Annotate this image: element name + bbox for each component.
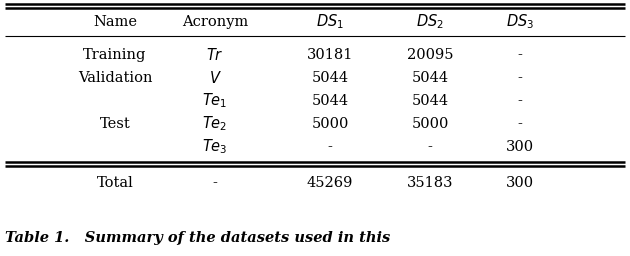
Text: Table 1.   Summary of the datasets used in this: Table 1. Summary of the datasets used in…	[5, 231, 390, 245]
Text: $Te_2$: $Te_2$	[202, 115, 227, 133]
Text: 5044: 5044	[311, 71, 348, 85]
Text: 5044: 5044	[411, 94, 449, 108]
Text: -: -	[212, 176, 217, 190]
Text: -: -	[518, 71, 522, 85]
Text: 5000: 5000	[411, 117, 449, 131]
Text: 5044: 5044	[311, 94, 348, 108]
Text: 30181: 30181	[307, 48, 353, 62]
Text: Validation: Validation	[77, 71, 152, 85]
Text: -: -	[518, 94, 522, 108]
Text: 300: 300	[506, 140, 534, 154]
Text: 35183: 35183	[407, 176, 453, 190]
Text: -: -	[518, 117, 522, 131]
Text: $Te_1$: $Te_1$	[202, 92, 227, 110]
Text: $Te_3$: $Te_3$	[202, 138, 228, 156]
Text: $DS_1$: $DS_1$	[316, 13, 344, 31]
Text: -: -	[518, 48, 522, 62]
Text: 5000: 5000	[311, 117, 348, 131]
Text: Name: Name	[93, 15, 137, 29]
Text: $DS_3$: $DS_3$	[506, 13, 534, 31]
Text: -: -	[328, 140, 333, 154]
Text: Test: Test	[100, 117, 130, 131]
Text: $DS_2$: $DS_2$	[416, 13, 444, 31]
Text: -: -	[428, 140, 432, 154]
Text: Total: Total	[96, 176, 134, 190]
Text: Training: Training	[83, 48, 147, 62]
Text: 300: 300	[506, 176, 534, 190]
Text: Acronym: Acronym	[182, 15, 248, 29]
Text: 5044: 5044	[411, 71, 449, 85]
Text: 45269: 45269	[307, 176, 353, 190]
Text: $Tr$: $Tr$	[206, 47, 224, 63]
Text: 20095: 20095	[407, 48, 453, 62]
Text: $V$: $V$	[209, 70, 221, 86]
